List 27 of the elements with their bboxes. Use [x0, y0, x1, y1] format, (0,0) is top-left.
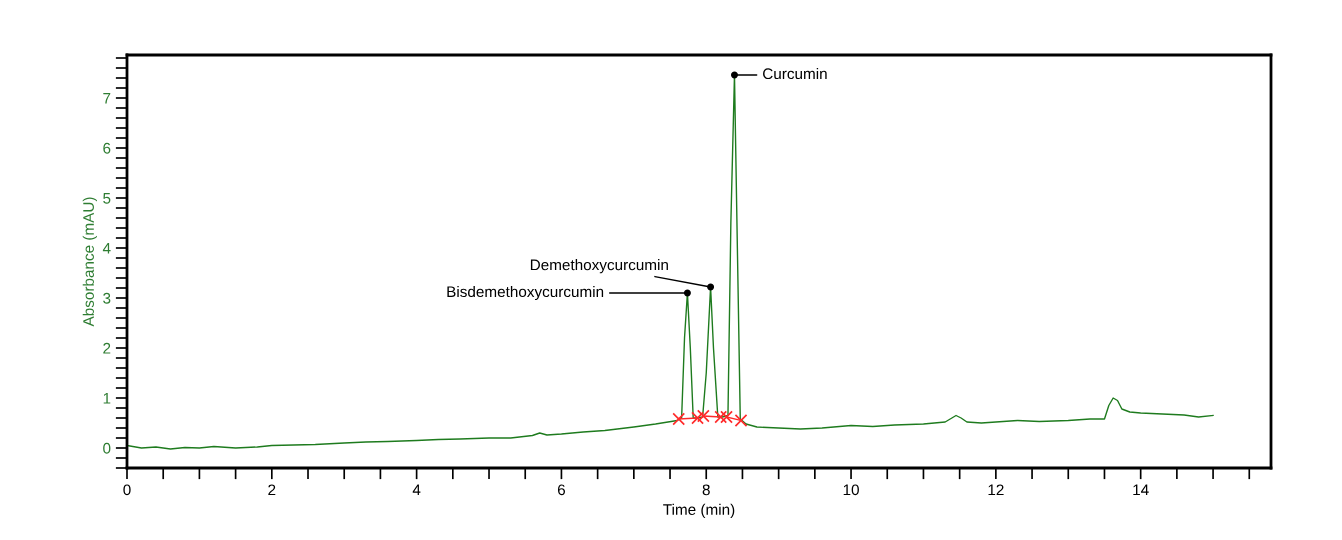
point	[720, 410, 733, 424]
y-tick-label: 6	[103, 142, 111, 154]
y-tick-label: 0	[103, 442, 111, 454]
x-axis-title: Time (min)	[663, 503, 735, 518]
annotation: Curcumin	[763, 67, 827, 80]
point	[714, 410, 728, 424]
point	[734, 414, 748, 427]
x-tick-label: 6	[557, 484, 566, 496]
x-tick-label: 2	[268, 484, 276, 496]
point	[672, 412, 686, 426]
y-tick-label: 1	[103, 393, 111, 404]
y-tick-label: 4	[102, 243, 111, 254]
annotation: Demethoxycurcumin	[530, 259, 668, 274]
x-tick-label: 8	[702, 484, 710, 496]
y-tick-label: 5	[103, 193, 111, 204]
y-axis-title: Absorbance (mAU)	[82, 197, 97, 327]
x-tick-label: 10	[843, 484, 859, 496]
y-tick-label: 2	[103, 342, 111, 354]
annotation: Bisdemethoxycurcumin	[447, 285, 604, 301]
y-tick-label: 3	[103, 292, 111, 304]
point	[696, 409, 710, 423]
x-tick-label: 4	[412, 484, 421, 496]
x-tick-label: 0	[123, 484, 131, 496]
point	[691, 411, 704, 425]
y-tick-label: 7	[103, 93, 111, 104]
x-tick-label: 12	[988, 484, 1004, 496]
x-tick-label: 14	[1133, 484, 1149, 496]
